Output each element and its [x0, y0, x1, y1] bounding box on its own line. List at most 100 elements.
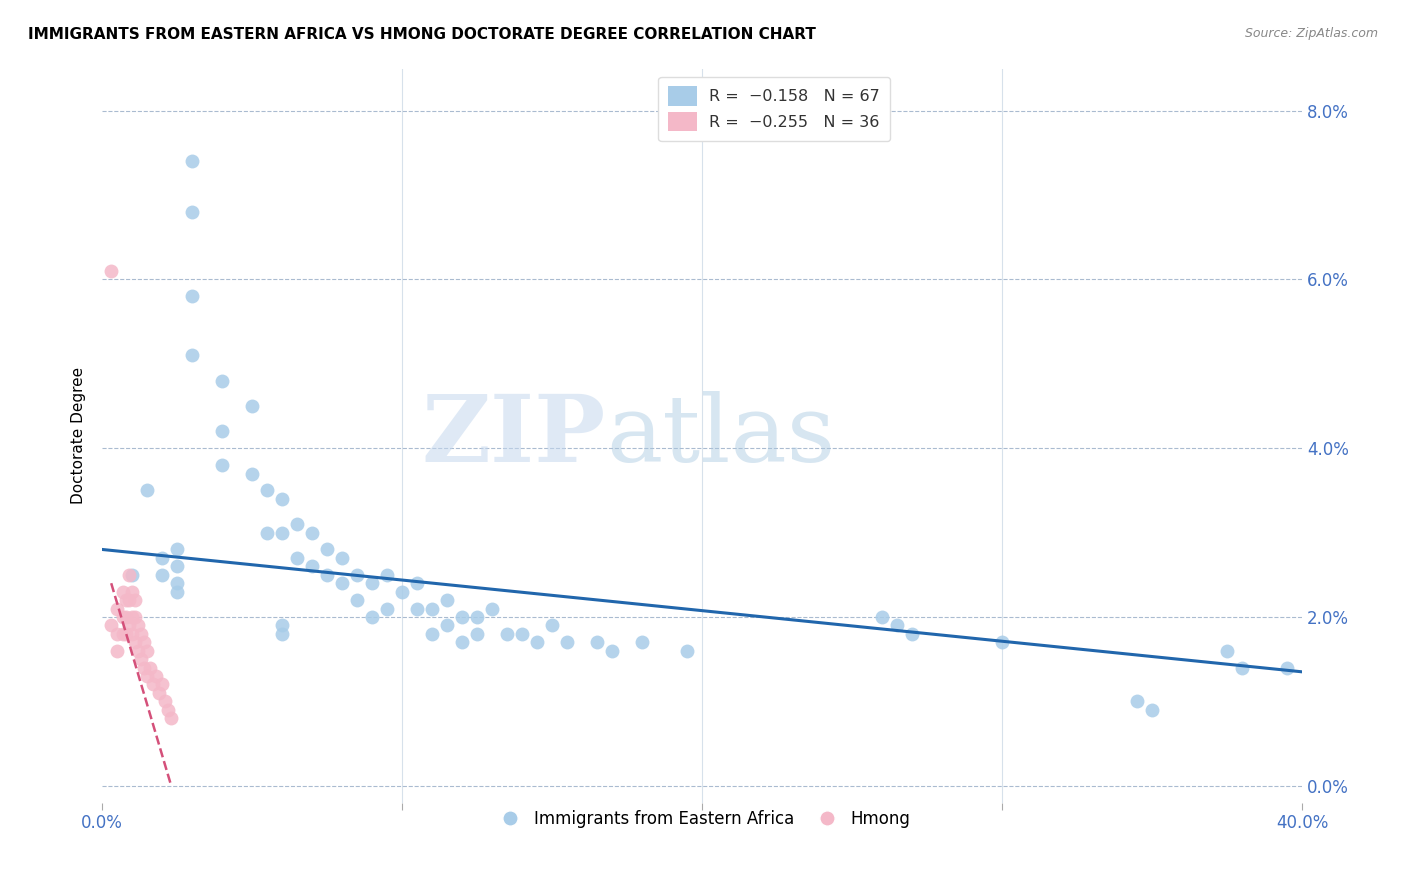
Point [124, 610, 146, 624]
Point [148, 686, 170, 700]
Point [451, 610, 474, 624]
Point [301, 559, 323, 574]
Point [127, 644, 149, 658]
Point [160, 711, 183, 725]
Point [406, 576, 429, 591]
Point [115, 610, 138, 624]
Point [240, 467, 263, 481]
Point [240, 399, 263, 413]
Point [451, 635, 474, 649]
Point [211, 458, 233, 472]
Point [436, 618, 458, 632]
Point [118, 618, 141, 632]
Point [139, 660, 162, 674]
Point [211, 374, 233, 388]
Point [271, 491, 294, 506]
Point [100, 618, 122, 632]
Point [285, 517, 308, 532]
Point [271, 525, 294, 540]
Point [134, 660, 156, 674]
Point [991, 635, 1014, 649]
Point [256, 525, 278, 540]
Point [481, 601, 503, 615]
Point [105, 627, 128, 641]
Point [166, 559, 188, 574]
Text: ZIP: ZIP [422, 391, 606, 481]
Point [465, 627, 488, 641]
Point [127, 618, 149, 632]
Point [112, 584, 135, 599]
Point [157, 703, 180, 717]
Point [586, 635, 609, 649]
Point [420, 627, 443, 641]
Point [1140, 703, 1163, 717]
Point [346, 567, 368, 582]
Text: IMMIGRANTS FROM EASTERN AFRICA VS HMONG DOCTORATE DEGREE CORRELATION CHART: IMMIGRANTS FROM EASTERN AFRICA VS HMONG … [28, 27, 815, 42]
Point [181, 348, 204, 362]
Point [555, 635, 578, 649]
Point [375, 601, 398, 615]
Point [181, 154, 204, 169]
Point [153, 694, 176, 708]
Point [526, 635, 548, 649]
Point [181, 205, 204, 219]
Legend: Immigrants from Eastern Africa, Hmong: Immigrants from Eastern Africa, Hmong [486, 804, 917, 835]
Point [1216, 644, 1239, 658]
Point [1230, 660, 1253, 674]
Point [105, 644, 128, 658]
Point [100, 264, 122, 278]
Point [256, 483, 278, 498]
Point [870, 610, 893, 624]
Point [361, 610, 384, 624]
Point [271, 618, 294, 632]
Point [112, 627, 135, 641]
Text: atlas: atlas [606, 391, 835, 481]
Point [142, 677, 165, 691]
Point [301, 525, 323, 540]
Point [465, 610, 488, 624]
Point [375, 567, 398, 582]
Point [330, 576, 353, 591]
Point [406, 601, 429, 615]
Point [129, 627, 152, 641]
Point [134, 635, 156, 649]
Point [330, 550, 353, 565]
Point [136, 669, 159, 683]
Point [211, 425, 233, 439]
Point [124, 593, 146, 607]
Text: Source: ZipAtlas.com: Source: ZipAtlas.com [1244, 27, 1378, 40]
Point [346, 593, 368, 607]
Point [136, 644, 159, 658]
Point [166, 584, 188, 599]
Y-axis label: Doctorate Degree: Doctorate Degree [72, 367, 86, 504]
Point [510, 627, 533, 641]
Point [105, 601, 128, 615]
Point [112, 610, 135, 624]
Point [271, 627, 294, 641]
Point [1126, 694, 1149, 708]
Point [316, 567, 339, 582]
Point [121, 610, 143, 624]
Point [676, 644, 699, 658]
Point [420, 601, 443, 615]
Point [166, 542, 188, 557]
Point [121, 627, 143, 641]
Point [166, 576, 188, 591]
Point [150, 567, 173, 582]
Point [115, 593, 138, 607]
Point [124, 635, 146, 649]
Point [118, 593, 141, 607]
Point [285, 550, 308, 565]
Point [121, 584, 143, 599]
Point [901, 627, 924, 641]
Point [121, 567, 143, 582]
Point [181, 289, 204, 303]
Point [391, 584, 413, 599]
Point [361, 576, 384, 591]
Point [1275, 660, 1298, 674]
Point [600, 644, 623, 658]
Point [150, 550, 173, 565]
Point [150, 677, 173, 691]
Point [541, 618, 564, 632]
Point [115, 627, 138, 641]
